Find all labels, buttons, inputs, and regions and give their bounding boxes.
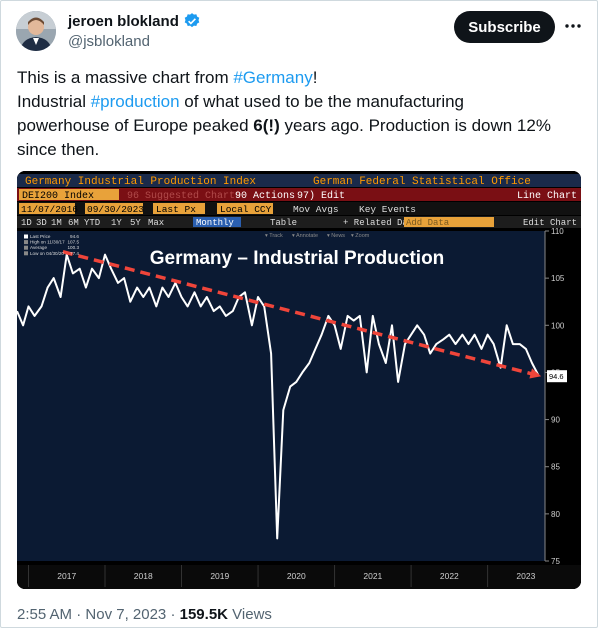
chart-image[interactable]: Germany Industrial Production Index Germ… (17, 171, 581, 589)
period-buttons: 1D 3D 1M 6M YTD 1Y 5Y Max (21, 218, 164, 228)
tweet-text-part: This is a massive chart from (17, 68, 234, 87)
post-time[interactable]: 2:55 AM (17, 606, 73, 623)
hashtag-production-link[interactable]: #production (90, 92, 180, 111)
views-label: Views (228, 606, 272, 623)
tweet-meta: 2:55 AM · Nov 7, 2023 · 159.5K Views (17, 606, 272, 623)
actions-menu[interactable]: 90 Actions (235, 190, 295, 202)
trend-arrow-head (529, 368, 542, 379)
ticker-field[interactable]: DEI200 Index (22, 190, 94, 202)
period-button-5y[interactable]: 5Y (130, 218, 141, 228)
meta-separator: · (72, 606, 86, 623)
author-name-row[interactable]: jeroen blokland (68, 12, 201, 30)
post-date[interactable]: Nov 7, 2023 (85, 606, 167, 623)
legend-stat-value: 94.6 (70, 234, 79, 239)
trend-arrow-line (62, 250, 534, 376)
edit-menu[interactable]: 97) Edit (297, 190, 345, 202)
tweet-text-part: ! (312, 68, 318, 87)
table-button[interactable]: Table (270, 218, 297, 228)
verified-badge-icon (184, 13, 200, 28)
line-chart-label: Line Chart (517, 190, 577, 202)
tweet-text-part: powerhouse of Europe peaked (17, 116, 254, 135)
legend-stat-value: 107.5 (68, 240, 80, 245)
tweet-text-bold: 6(!) (253, 116, 280, 135)
period-button-1y[interactable]: 1Y (111, 218, 122, 228)
legend-stat-label: Low on 04/30/20 (30, 251, 64, 256)
avatar[interactable] (16, 11, 56, 51)
mov-avgs-toggle[interactable]: Mov Avgs (293, 204, 339, 215)
source-title: German Federal Statistical Office (313, 176, 531, 188)
key-events-toggle[interactable]: Key Events (359, 204, 416, 215)
last-px-field[interactable]: Last Px (156, 204, 196, 215)
edit-chart-button[interactable]: Edit Chart (523, 218, 577, 228)
legend-stat-label: Last Price (30, 234, 51, 239)
legend-stat-label: High on 11/30/17 (30, 240, 65, 245)
date-from-field[interactable]: 11/07/2016 (21, 204, 78, 215)
tweet-text-part: since then. (17, 140, 100, 159)
period-button-1m[interactable]: 1M (51, 218, 62, 228)
last-value-badge (547, 370, 567, 383)
frequency-select[interactable]: Monthly (196, 218, 234, 228)
tweet-text-part: Industrial (17, 92, 91, 111)
y-tick-label: 85 (551, 463, 560, 472)
x-tick-label: 2020 (287, 571, 306, 581)
legend-swatch (24, 245, 28, 250)
chart-tool-track[interactable]: ▾ Track (265, 233, 283, 239)
meta-separator: · (166, 606, 180, 623)
add-data-field[interactable]: Add Data (406, 218, 450, 228)
y-tick-label: 90 (551, 416, 560, 425)
more-dots-icon[interactable] (563, 16, 583, 36)
chart-tool-annotate[interactable]: ▾ Annotate (292, 233, 318, 239)
chart-title: Germany – Industrial Production (150, 248, 445, 269)
x-tick-label: 2021 (363, 571, 382, 581)
chart-tool-zoom[interactable]: ▾ Zoom (351, 233, 370, 239)
author-name[interactable]: jeroen blokland (68, 12, 179, 30)
legend-stat-value: 77.4 (70, 251, 79, 256)
plot-area: ▾ Track▾ Annotate▾ News▾ Zoom75808590951… (17, 227, 581, 589)
chart-tool-news[interactable]: ▾ News (327, 233, 345, 239)
x-tick-label: 2019 (210, 571, 229, 581)
tweet-text-part: years ago. Production is down 12% (279, 116, 551, 135)
suggested-charts-menu[interactable]: 96 Suggested Charts (127, 190, 241, 202)
x-axis-band (17, 565, 581, 589)
y-tick-label: 105 (551, 274, 565, 283)
legend-stat-label: Average (30, 245, 47, 250)
period-button-6m[interactable]: 6M (68, 218, 79, 228)
x-tick-label: 2023 (516, 571, 535, 581)
y-tick-label: 80 (551, 510, 560, 519)
tweet-text: This is a massive chart from #Germany! I… (17, 66, 577, 162)
x-tick-label: 2022 (440, 571, 459, 581)
currency-field[interactable]: Local CCY (220, 204, 272, 215)
period-button-1d[interactable]: 1D (21, 218, 32, 228)
author-handle[interactable]: @jsblokland (68, 33, 150, 50)
last-value-badge-text: 94.6 (549, 372, 564, 381)
legend-stat-value: 100.3 (68, 245, 80, 250)
date-to-field[interactable]: 09/30/2023 (87, 204, 144, 215)
legend-swatch (24, 234, 28, 239)
hashtag-germany-link[interactable]: #Germany (233, 68, 313, 87)
plot-background (17, 231, 545, 561)
x-tick-label: 2018 (134, 571, 153, 581)
related-data-button[interactable]: + Related Dat (343, 218, 413, 228)
avatar-photo-icon (16, 11, 56, 51)
x-tick-label: 2017 (57, 571, 76, 581)
view-count: 159.5K (179, 606, 228, 623)
period-button-max[interactable]: Max (148, 218, 164, 228)
y-tick-label: 110 (551, 227, 564, 236)
legend-swatch (24, 240, 28, 245)
y-tick-label: 100 (551, 321, 565, 330)
period-button-3d[interactable]: 3D (36, 218, 47, 228)
legend-swatch (24, 251, 28, 256)
period-button-ytd[interactable]: YTD (84, 218, 100, 228)
industrial-production-chart: Germany Industrial Production Index Germ… (17, 171, 581, 589)
tweet-text-part: of what used to be the manufacturing (179, 92, 465, 111)
y-tick-label: 75 (551, 557, 560, 566)
subscribe-button[interactable]: Subscribe (454, 11, 555, 43)
index-title: Germany Industrial Production Index (25, 176, 256, 188)
stats-legend: Last Price 94.6 High on 11/30/17 107.5 Avera… (24, 234, 79, 256)
